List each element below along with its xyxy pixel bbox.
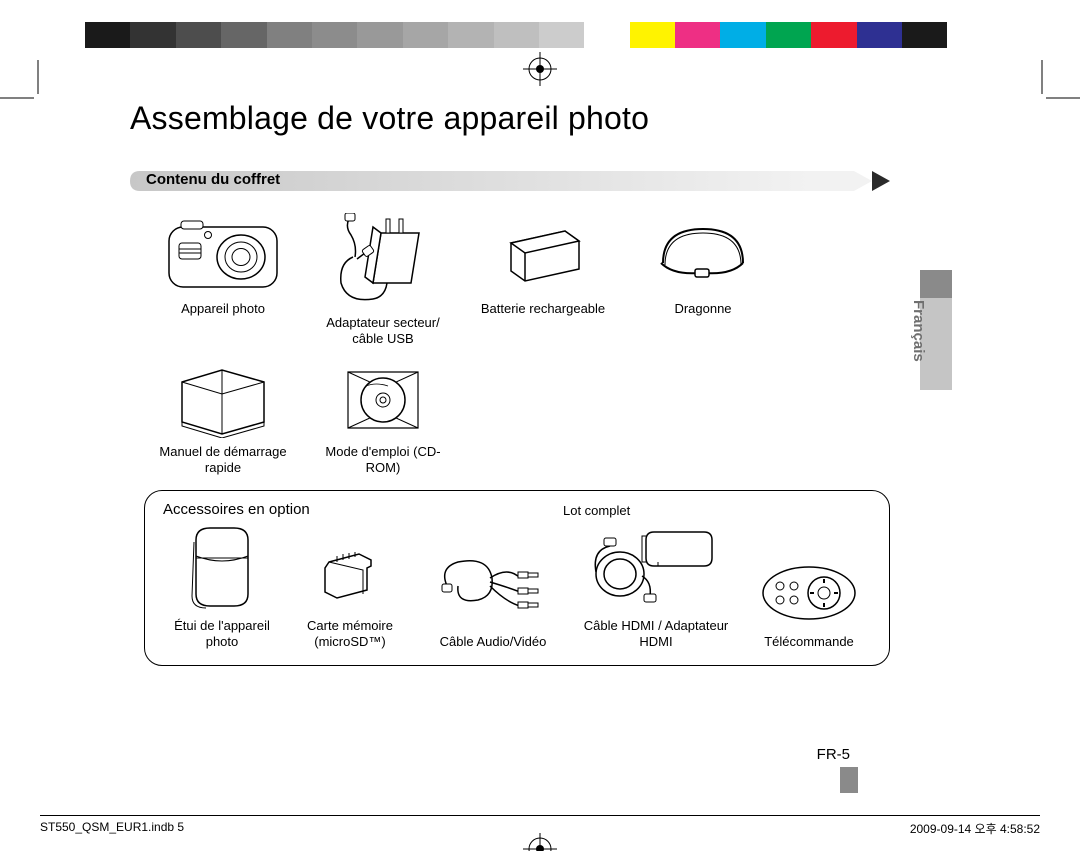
colorbar-swatch (176, 22, 221, 48)
item-qsm: Manuel de démarrage rapide (158, 362, 288, 477)
item-qsm-label: Manuel de démarrage rapide (158, 444, 288, 477)
colorbar-swatch (539, 22, 584, 48)
printer-color-bar (85, 22, 993, 48)
colorbar-swatch (902, 22, 947, 48)
item-camera: Appareil photo (158, 213, 288, 348)
booklet-icon (168, 362, 278, 438)
page-number-tab (840, 767, 858, 793)
strap-icon (643, 213, 763, 295)
colorbar-swatch (267, 22, 312, 48)
item-av-label: Câble Audio/Vidéo (440, 634, 547, 650)
colorbar-swatch (720, 22, 765, 48)
item-strap-label: Dragonne (674, 301, 731, 317)
item-remote: Télécommande (749, 558, 869, 650)
optional-accessories-box: Accessoires en option Lot complet Étui d… (144, 490, 890, 666)
footer-left: ST550_QSM_EUR1.indb 5 (40, 820, 184, 837)
page-number: FR-5 (817, 746, 850, 763)
page-title: Assemblage de votre appareil photo (130, 100, 950, 137)
included-items-row-2: Manuel de démarrage rapide Mode d'emploi… (158, 362, 950, 477)
item-card-label: Carte mémoire (microSD™) (295, 618, 405, 651)
colorbar-swatch (857, 22, 902, 48)
colorbar-swatch (221, 22, 266, 48)
adapter-icon (323, 213, 443, 309)
page-content: Assemblage de votre appareil photo Conte… (130, 100, 950, 760)
print-footer: ST550_QSM_EUR1.indb 5 2009-09-14 오후 4:58… (40, 815, 1040, 837)
item-adapter: Adaptateur secteur/ câble USB (318, 213, 448, 348)
optbox-title: Accessoires en option (163, 501, 877, 518)
included-items-row-1: Appareil photo Adaptateur secteur/ câble… (158, 213, 950, 348)
colorbar-swatch (584, 22, 629, 48)
footer-right: 2009-09-14 오후 4:58:52 (910, 820, 1040, 837)
remote-icon (754, 558, 864, 628)
print-page: Français Assemblage de votre appareil ph… (0, 0, 1080, 851)
av-cable-icon (428, 548, 558, 628)
case-icon (182, 522, 262, 612)
colorbar-swatch (675, 22, 720, 48)
item-cdrom: Mode d'emploi (CD-ROM) (318, 362, 448, 477)
optional-items-row: Étui de l'appareil photo Carte mémoire (… (167, 522, 877, 651)
colorbar-swatch (357, 22, 402, 48)
colorbar-swatch (403, 22, 448, 48)
item-remote-label: Télécommande (764, 634, 854, 650)
battery-icon (493, 213, 593, 295)
hdmi-icon (586, 522, 726, 612)
section-header-bar: Contenu du coffret (130, 167, 950, 195)
colorbar-swatch (85, 22, 130, 48)
crop-mark-tr (1028, 60, 1080, 112)
cd-icon (338, 362, 428, 438)
lot-complet-label: Lot complet (563, 503, 630, 518)
colorbar-swatch (811, 22, 856, 48)
item-battery-label: Batterie rechargeable (481, 301, 605, 317)
colorbar-swatch (130, 22, 175, 48)
colorbar-swatch (494, 22, 539, 48)
item-av-cable: Câble Audio/Vidéo (423, 548, 563, 650)
colorbar-swatch (630, 22, 675, 48)
item-camera-label: Appareil photo (181, 301, 265, 317)
item-cdrom-label: Mode d'emploi (CD-ROM) (318, 444, 448, 477)
item-strap: Dragonne (638, 213, 768, 348)
item-case-label: Étui de l'appareil photo (167, 618, 277, 651)
item-hdmi: Câble HDMI / Adaptateur HDMI (581, 522, 731, 651)
item-case: Étui de l'appareil photo (167, 522, 277, 651)
item-card: Carte mémoire (microSD™) (295, 542, 405, 651)
item-battery: Batterie rechargeable (478, 213, 608, 348)
item-adapter-label: Adaptateur secteur/ câble USB (318, 315, 448, 348)
colorbar-swatch (947, 22, 992, 48)
colorbar-swatch (312, 22, 357, 48)
colorbar-swatch (448, 22, 493, 48)
card-icon (315, 542, 385, 612)
camera-icon (163, 213, 283, 295)
item-hdmi-label: Câble HDMI / Adaptateur HDMI (581, 618, 731, 651)
registration-mark-top (523, 52, 557, 86)
colorbar-swatch (766, 22, 811, 48)
section-header-label: Contenu du coffret (146, 171, 280, 188)
crop-mark-tl (0, 60, 52, 112)
